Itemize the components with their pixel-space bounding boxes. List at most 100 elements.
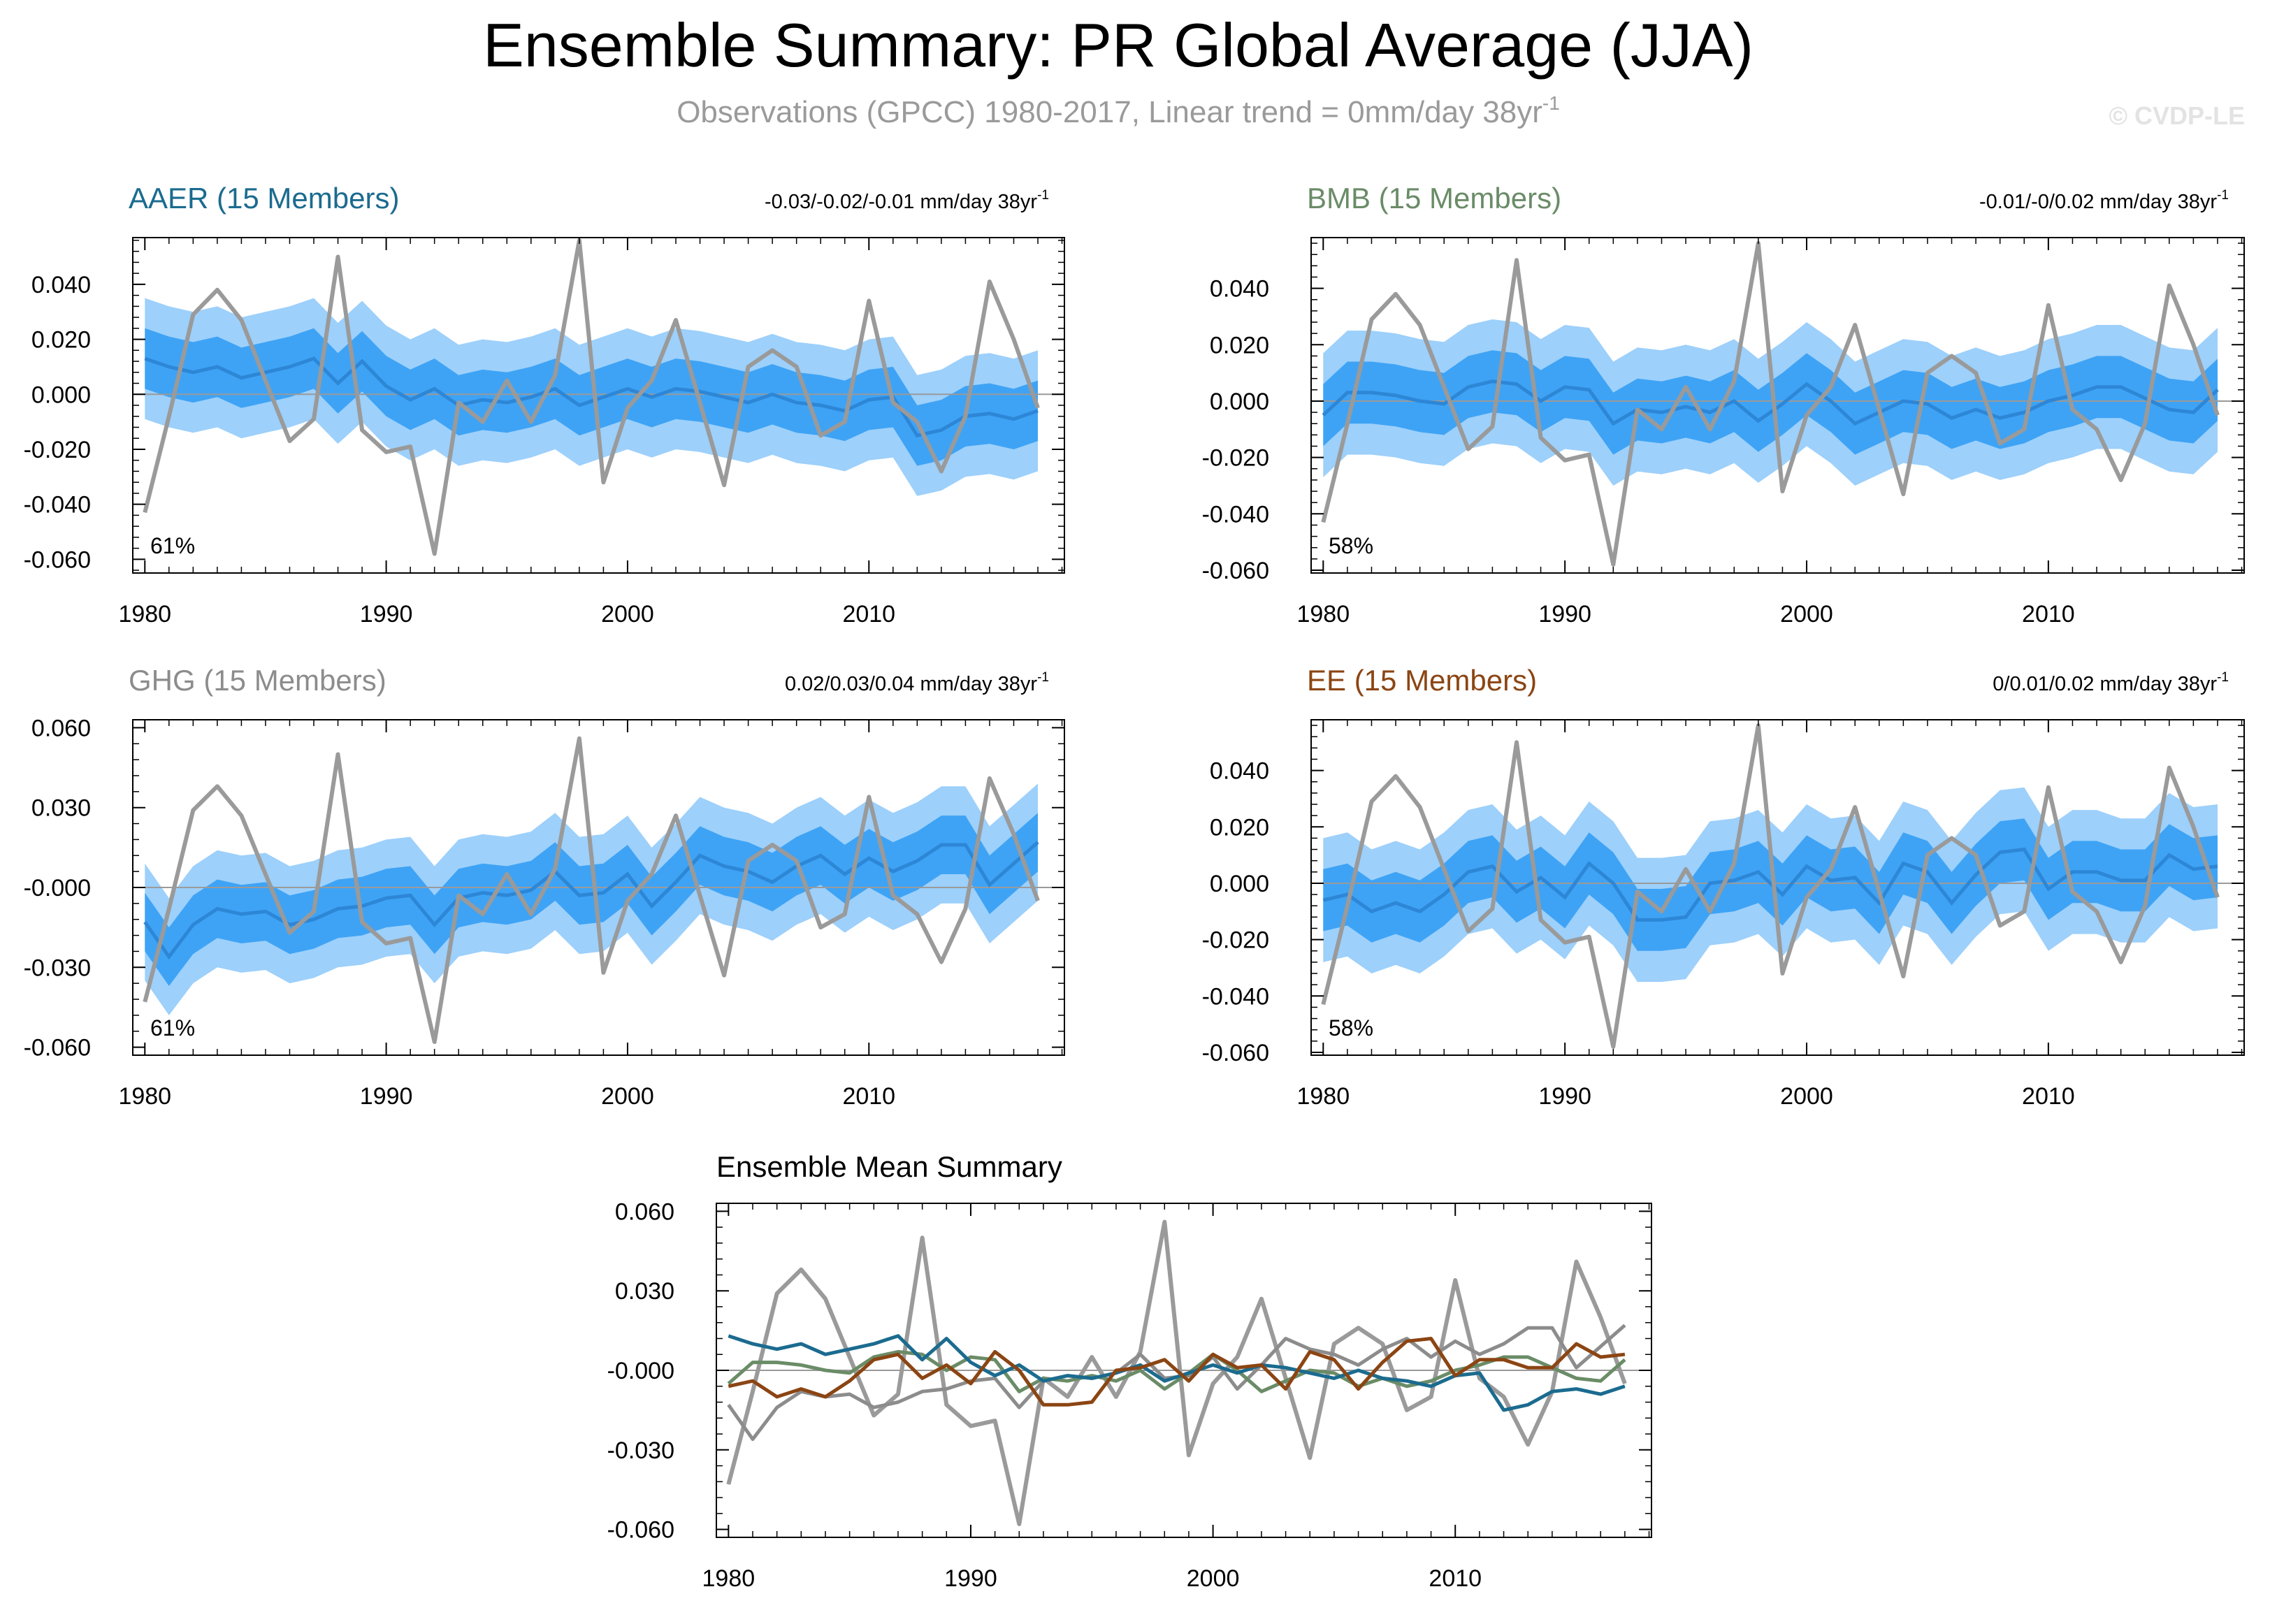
x-tick-label: 1990 — [360, 1083, 413, 1110]
y-tick-label: -0.060 — [24, 1035, 91, 1061]
trend-text-superscript: -1 — [2217, 188, 2229, 203]
figure-subtitle-text: Observations (GPCC) 1980-2017, Linear tr… — [677, 95, 1542, 129]
percent-label: 61% — [150, 533, 195, 558]
x-tick-label: 1980 — [702, 1565, 756, 1592]
x-tick-label: 2000 — [1187, 1565, 1240, 1592]
x-tick-label: 2010 — [1429, 1565, 1482, 1592]
y-tick-label: -0.040 — [1202, 501, 1269, 528]
trend-text-value: -0.01/-0/0.02 mm/day 38yr — [1979, 191, 2217, 213]
y-tick-label: -0.040 — [1202, 983, 1269, 1010]
y-tick-label: 0.030 — [615, 1278, 674, 1305]
trend-text-superscript: -1 — [1037, 670, 1049, 685]
panel-title: BMB (15 Members) — [1307, 182, 1561, 215]
plot-area — [716, 1219, 1651, 1526]
y-tick-label: 0.040 — [1210, 758, 1269, 785]
observations-line — [1321, 723, 2220, 1049]
trend-text: -0.03/-0.02/-0.01 mm/day 38yr-1 — [765, 188, 1049, 213]
figure-subtitle-superscript: -1 — [1542, 92, 1560, 114]
ensemble-mean-line — [144, 356, 1039, 438]
trend-text: 0.02/0.03/0.04 mm/day 38yr-1 — [785, 670, 1049, 695]
y-tick-label: -0.040 — [24, 492, 91, 519]
y-tick-label: -0.060 — [1202, 1040, 1269, 1066]
trend-text-value: 0/0.01/0.02 mm/day 38yr — [1993, 673, 2217, 695]
y-tick-label: 0.040 — [31, 272, 91, 298]
panel-ensemble-mean: -0.060 -0.030 -0.000 0.030 0.060 1980 1990 2000… — [607, 1150, 1652, 1592]
x-tick-label: 1990 — [944, 1565, 997, 1592]
inner-spread-band — [145, 813, 1038, 986]
plot-area — [133, 238, 1064, 556]
trend-text-superscript: -1 — [2217, 670, 2229, 685]
x-tick-label: 2000 — [601, 601, 654, 628]
plot-frame — [1310, 719, 2245, 1056]
y-tick-label: 0.060 — [31, 715, 91, 741]
trend-text: -0.01/-0/0.02 mm/day 38yr-1 — [1979, 188, 2229, 213]
x-tick-label: 1990 — [360, 601, 413, 628]
percent-label: 58% — [1329, 1015, 1373, 1041]
y-tick-label: 0.000 — [31, 382, 91, 408]
percent-label: 58% — [1329, 533, 1373, 558]
observations-line — [1321, 241, 2220, 567]
y-tick-label: -0.060 — [24, 546, 91, 573]
x-tick-label: 2010 — [842, 1083, 895, 1110]
trend-text: 0/0.01/0.02 mm/day 38yr-1 — [1993, 670, 2229, 695]
trend-text-superscript: -1 — [1037, 188, 1049, 203]
y-tick-label: -0.000 — [24, 875, 91, 901]
panel-ee: -0.060 -0.040 -0.020 0.000 0.020 0.040 1980 199… — [1202, 664, 2245, 1110]
figure-title: Ensemble Summary: PR Global Average (JJA… — [483, 10, 1754, 80]
y-tick-label: 0.020 — [1210, 332, 1269, 358]
inner-spread-band — [145, 328, 1038, 466]
panel-title: GHG (15 Members) — [129, 664, 386, 697]
x-tick-label: 2000 — [601, 1083, 654, 1110]
y-tick-label: 0.000 — [1210, 871, 1269, 897]
y-tick-label: -0.020 — [1202, 927, 1269, 954]
y-tick-label: 0.000 — [1210, 389, 1269, 415]
plot-area — [1311, 241, 2244, 567]
y-tick-label: -0.020 — [1202, 445, 1269, 472]
x-tick-label: 2010 — [2022, 601, 2075, 628]
plot-area — [1311, 723, 2244, 1049]
x-tick-label: 1990 — [1538, 1083, 1591, 1110]
y-tick-label: 0.030 — [31, 795, 91, 822]
series-line-observations — [726, 1219, 1627, 1526]
y-tick-label: -0.020 — [24, 437, 91, 463]
y-tick-label: 0.040 — [1210, 276, 1269, 303]
panel-aaer: -0.060 -0.040 -0.020 0.000 0.020 0.040 1980 199… — [24, 182, 1065, 628]
x-tick-label: 2000 — [1780, 601, 1833, 628]
panel-title: Ensemble Mean Summary — [716, 1150, 1062, 1183]
y-tick-label: -0.060 — [607, 1517, 674, 1544]
x-tick-label: 1980 — [118, 601, 171, 628]
observations-line — [143, 736, 1040, 1044]
observations-line — [143, 238, 1040, 556]
y-tick-label: -0.030 — [24, 955, 91, 981]
y-tick-label: 0.020 — [1210, 814, 1269, 841]
x-tick-label: 2000 — [1780, 1083, 1833, 1110]
plot-frame — [1310, 237, 2245, 574]
panel-title: EE (15 Members) — [1307, 664, 1537, 697]
series-line-ee — [728, 1337, 1626, 1407]
y-tick-label: -0.060 — [1202, 558, 1269, 584]
y-tick-label: 0.060 — [615, 1198, 674, 1225]
percent-label: 61% — [150, 1015, 195, 1041]
x-tick-label: 1980 — [1296, 1083, 1350, 1110]
y-tick-label: 0.020 — [31, 327, 91, 354]
trend-text-value: -0.03/-0.02/-0.01 mm/day 38yr — [765, 191, 1037, 213]
y-tick-label: -0.000 — [607, 1358, 674, 1384]
series-line-aaer — [728, 1334, 1626, 1412]
series-line-bmb — [727, 1349, 1626, 1393]
panel-ghg: -0.060 -0.030 -0.000 0.030 0.060 1980 1990 2000… — [24, 664, 1065, 1110]
x-tick-label: 1980 — [118, 1083, 171, 1110]
panel-bmb: -0.060 -0.040 -0.020 0.000 0.020 0.040 1980 199… — [1202, 182, 2245, 628]
panel-title: AAER (15 Members) — [129, 182, 399, 215]
panels: -0.060 -0.040 -0.020 0.000 0.020 0.040 1980 199… — [24, 182, 2245, 1592]
figure-subtitle: Observations (GPCC) 1980-2017, Linear tr… — [677, 92, 1560, 129]
trend-text-value: 0.02/0.03/0.04 mm/day 38yr — [785, 673, 1037, 695]
x-tick-label: 1980 — [1296, 601, 1350, 628]
plot-area — [133, 736, 1064, 1044]
x-tick-label: 1990 — [1538, 601, 1591, 628]
ensemble-mean-line — [143, 841, 1039, 960]
x-tick-label: 2010 — [2022, 1083, 2075, 1110]
watermark: © CVDP-LE — [2109, 101, 2245, 130]
y-tick-label: -0.030 — [607, 1437, 674, 1464]
x-tick-label: 2010 — [842, 601, 895, 628]
